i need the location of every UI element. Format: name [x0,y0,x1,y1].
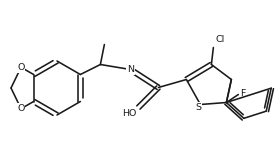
Text: F: F [240,89,246,98]
Text: HO: HO [122,110,136,119]
Text: S: S [195,103,201,112]
Text: O: O [17,104,25,113]
Text: Cl: Cl [216,36,225,44]
Text: O: O [17,63,25,72]
Text: N: N [127,65,134,74]
